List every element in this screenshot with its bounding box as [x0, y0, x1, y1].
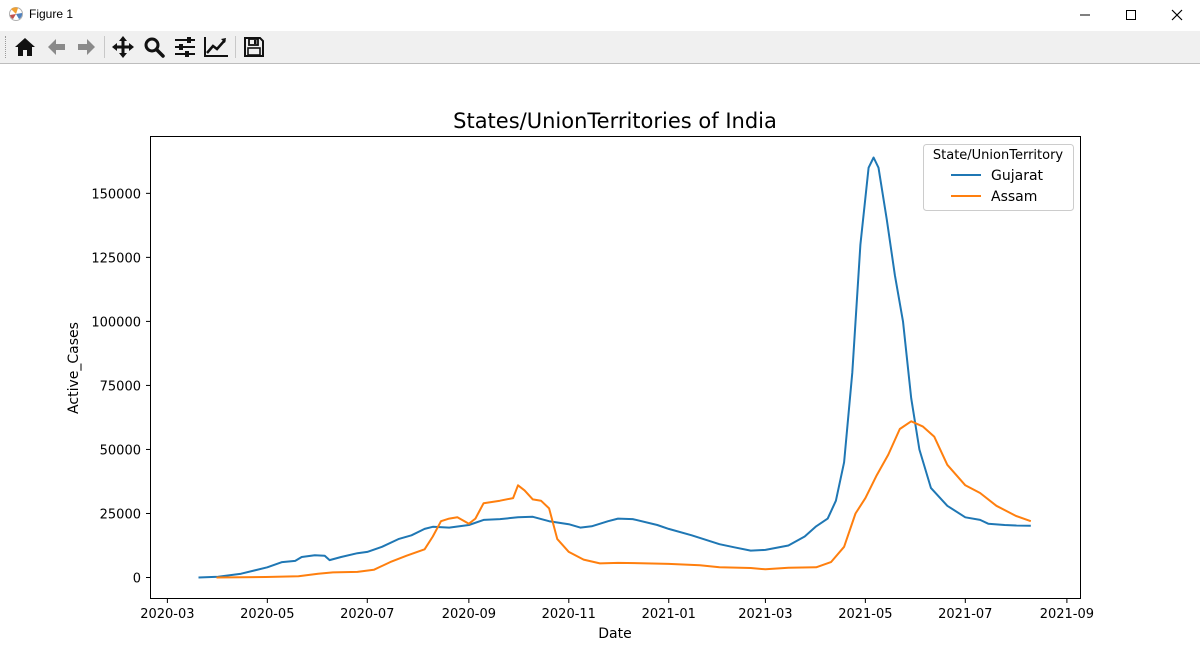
maximize-button[interactable]	[1108, 0, 1154, 30]
x-tick-label: 2021-03	[738, 607, 792, 622]
minimize-button[interactable]	[1062, 0, 1108, 30]
move-icon	[112, 36, 134, 58]
back-button[interactable]	[43, 34, 69, 60]
series-line-gujarat	[198, 156, 1031, 579]
x-tick-label: 2020-03	[140, 607, 194, 622]
x-tick-label: 2020-05	[240, 607, 294, 622]
arrow-left-icon	[48, 39, 65, 55]
x-tick-label: 2021-05	[838, 607, 892, 622]
close-button[interactable]	[1154, 0, 1200, 30]
window-titlebar: Figure 1	[0, 0, 1200, 30]
x-axis: 2020-03 2020-05 2020-07 2020-09 2020-11 2021-…	[140, 598, 1094, 622]
x-tick-label: 2020-07	[340, 607, 394, 622]
x-axis-label: Date	[598, 626, 631, 642]
chart-title: States/UnionTerritories of India	[453, 109, 777, 133]
series-line-assam	[216, 420, 1032, 579]
plot-frame	[150, 136, 1081, 599]
series-layer	[198, 156, 1032, 579]
sliders-icon	[175, 37, 195, 57]
legend: State/UnionTerritory Gujarat Assam	[923, 144, 1074, 211]
configure-subplots-button[interactable]	[172, 34, 198, 60]
x-tick-label: 2021-07	[938, 607, 992, 622]
x-tick-label: 2021-01	[642, 607, 696, 622]
y-axis: 0 25000 50000 75000 100000 125000 150000	[91, 187, 151, 587]
y-tick-label: 75000	[100, 379, 141, 394]
line-chart: States/UnionTerritories of India 2020-03…	[66, 109, 1094, 642]
x-tick-label: 2021-09	[1040, 607, 1094, 622]
minimize-icon	[1080, 14, 1090, 16]
toolbar-grip	[5, 36, 8, 58]
legend-gujarat-label: Gujarat	[991, 168, 1044, 184]
magnifier-icon	[144, 37, 165, 58]
edit-axis-button[interactable]	[203, 34, 229, 60]
y-tick-label: 50000	[100, 443, 141, 458]
y-tick-label: 150000	[91, 187, 141, 202]
pan-button[interactable]	[110, 34, 136, 60]
y-tick-label: 0	[133, 572, 141, 587]
toolbar-separator	[235, 36, 236, 58]
toolbar-separator	[104, 36, 105, 58]
y-tick-label: 100000	[91, 315, 141, 330]
x-tick-label: 2020-09	[442, 607, 496, 622]
home-icon	[15, 38, 35, 56]
zoom-button[interactable]	[141, 34, 167, 60]
floppy-disk-icon	[244, 37, 264, 57]
save-button[interactable]	[241, 34, 267, 60]
matplotlib-icon	[8, 6, 24, 22]
y-tick-label: 25000	[100, 507, 141, 522]
y-tick-label: 125000	[91, 251, 141, 266]
line-chart-icon	[204, 37, 228, 57]
arrow-right-icon	[78, 39, 95, 55]
x-tick-label: 2020-11	[542, 607, 596, 622]
window-title: Figure 1	[29, 7, 74, 21]
legend-title: State/UnionTerritory	[933, 148, 1064, 163]
legend-assam-label: Assam	[991, 189, 1037, 205]
navigation-toolbar	[0, 31, 1200, 64]
maximize-icon	[1126, 10, 1136, 20]
y-axis-label: Active_Cases	[66, 322, 82, 414]
home-button[interactable]	[12, 34, 38, 60]
figure-canvas[interactable]: States/UnionTerritories of India 2020-03…	[0, 64, 1200, 663]
forward-button[interactable]	[74, 34, 100, 60]
close-icon	[1171, 9, 1183, 21]
legend-box	[923, 144, 1074, 211]
